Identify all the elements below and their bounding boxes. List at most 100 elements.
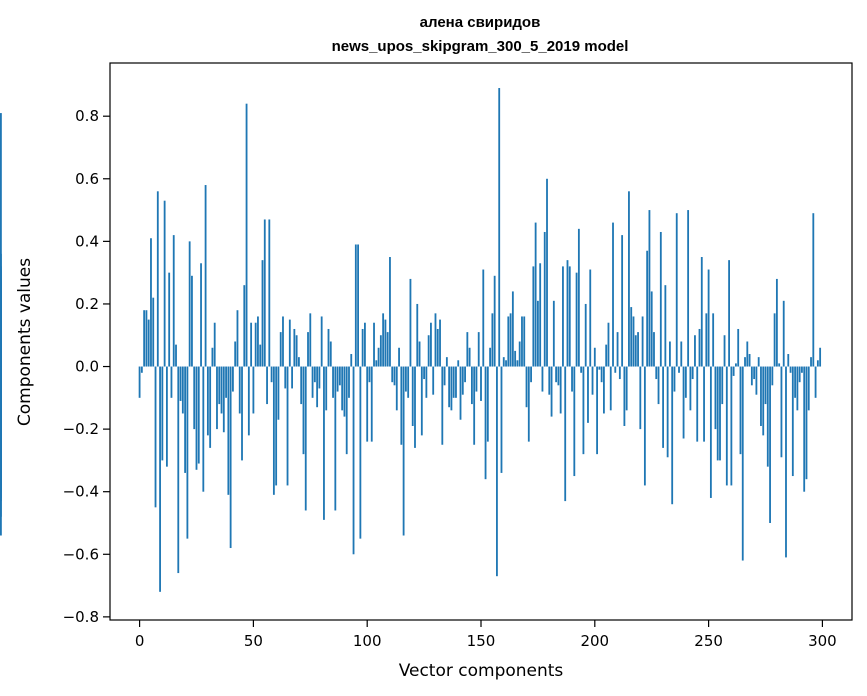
bar-153 — [486, 366, 489, 442]
bar-113 — [395, 366, 398, 411]
bar-172 — [530, 366, 532, 383]
x-tick-label: 150 — [467, 632, 496, 650]
bar-174 — [534, 222, 537, 367]
y-tick-label: −0.6 — [63, 545, 99, 563]
bar-147 — [473, 366, 476, 445]
bar-270 — [753, 366, 756, 380]
bar-259 — [728, 260, 730, 367]
bar-151 — [482, 269, 485, 367]
bar-239 — [682, 366, 685, 439]
bar-193 — [577, 228, 580, 367]
bar-38 — [225, 366, 227, 398]
bar-257 — [723, 335, 726, 367]
bar-265 — [741, 366, 744, 561]
bar-269 — [750, 366, 753, 386]
bar-66 — [288, 319, 291, 367]
bar-223 — [646, 250, 649, 367]
bar-210 — [616, 332, 619, 367]
bar-36 — [220, 366, 223, 414]
bar-123 — [418, 341, 421, 367]
bar-244 — [694, 335, 696, 367]
bar-23 — [191, 275, 193, 367]
bar-160 — [502, 357, 505, 367]
bar-212 — [621, 235, 624, 367]
bar-137 — [450, 366, 453, 411]
bar-24 — [193, 366, 196, 430]
bar-62 — [279, 332, 282, 367]
y-axis-label: Components values — [15, 258, 35, 426]
bar-146 — [470, 366, 473, 405]
bar-58 — [270, 366, 273, 383]
bar-206 — [607, 322, 610, 367]
bar-158 — [498, 88, 501, 367]
bar-118 — [407, 366, 410, 398]
bar-152 — [484, 366, 487, 480]
bar-31 — [209, 366, 212, 448]
bar-220 — [639, 366, 642, 430]
y-tick-label: 0.8 — [75, 107, 99, 125]
bar-284 — [785, 366, 787, 558]
bar-76 — [311, 366, 314, 398]
bar-157 — [496, 366, 498, 577]
bar-141 — [459, 366, 462, 420]
bar-26 — [197, 366, 200, 464]
bar-280 — [775, 278, 778, 367]
bar-150 — [480, 366, 482, 401]
bar-63 — [282, 316, 284, 367]
bar-13 — [168, 272, 171, 367]
y-tick-label: 0.0 — [75, 358, 99, 376]
bar-273 — [760, 366, 762, 426]
bar-227 — [655, 366, 658, 380]
bar-47 — [245, 103, 248, 367]
bar-39 — [227, 366, 230, 495]
bar-182 — [552, 300, 555, 367]
bar-114 — [398, 347, 400, 367]
bar-181 — [550, 366, 553, 417]
bar-256 — [721, 366, 724, 405]
bar-19 — [181, 366, 184, 414]
bar-12 — [165, 366, 168, 467]
bar-296 — [812, 213, 815, 367]
bar-16 — [175, 344, 177, 367]
bar-191 — [573, 366, 576, 477]
bar-142 — [461, 366, 464, 395]
bar-134 — [443, 366, 446, 386]
bar-11 — [163, 200, 166, 367]
bar-250 — [707, 269, 710, 367]
bar-98 — [361, 328, 364, 367]
y-tick-label: 0.2 — [75, 295, 99, 313]
bar-14 — [170, 366, 173, 398]
bar-112 — [393, 366, 396, 386]
bar-282 — [780, 366, 783, 458]
bar-6 — [152, 297, 155, 367]
bar-37 — [222, 366, 225, 433]
bar-46 — [243, 285, 246, 367]
bar-96 — [357, 244, 359, 367]
y-tick-label: −0.8 — [63, 608, 99, 626]
x-tick-label: 300 — [808, 632, 837, 650]
bar-105 — [377, 347, 380, 367]
bar-92 — [348, 366, 350, 398]
bar-144 — [466, 332, 469, 367]
y-tick-label: −0.4 — [63, 483, 99, 501]
bar-241 — [687, 210, 690, 367]
bar-139 — [455, 366, 457, 398]
bar-71 — [300, 366, 303, 405]
bar-164 — [511, 291, 514, 367]
bar-21 — [186, 366, 189, 539]
bar-34 — [216, 366, 218, 430]
bar-132 — [439, 319, 441, 367]
bar-298 — [816, 360, 819, 367]
bar-171 — [527, 366, 530, 442]
bar-4 — [147, 319, 150, 367]
bar-88 — [338, 366, 341, 386]
bar-207 — [609, 366, 612, 411]
bar-243 — [691, 366, 694, 380]
bar-255 — [719, 366, 721, 461]
y-tick-label: 0.6 — [75, 170, 99, 188]
bar-238 — [680, 341, 683, 367]
x-tick-label: 100 — [353, 632, 382, 650]
bar-102 — [370, 366, 373, 442]
bar-140 — [457, 360, 460, 367]
bar-28 — [202, 366, 205, 492]
